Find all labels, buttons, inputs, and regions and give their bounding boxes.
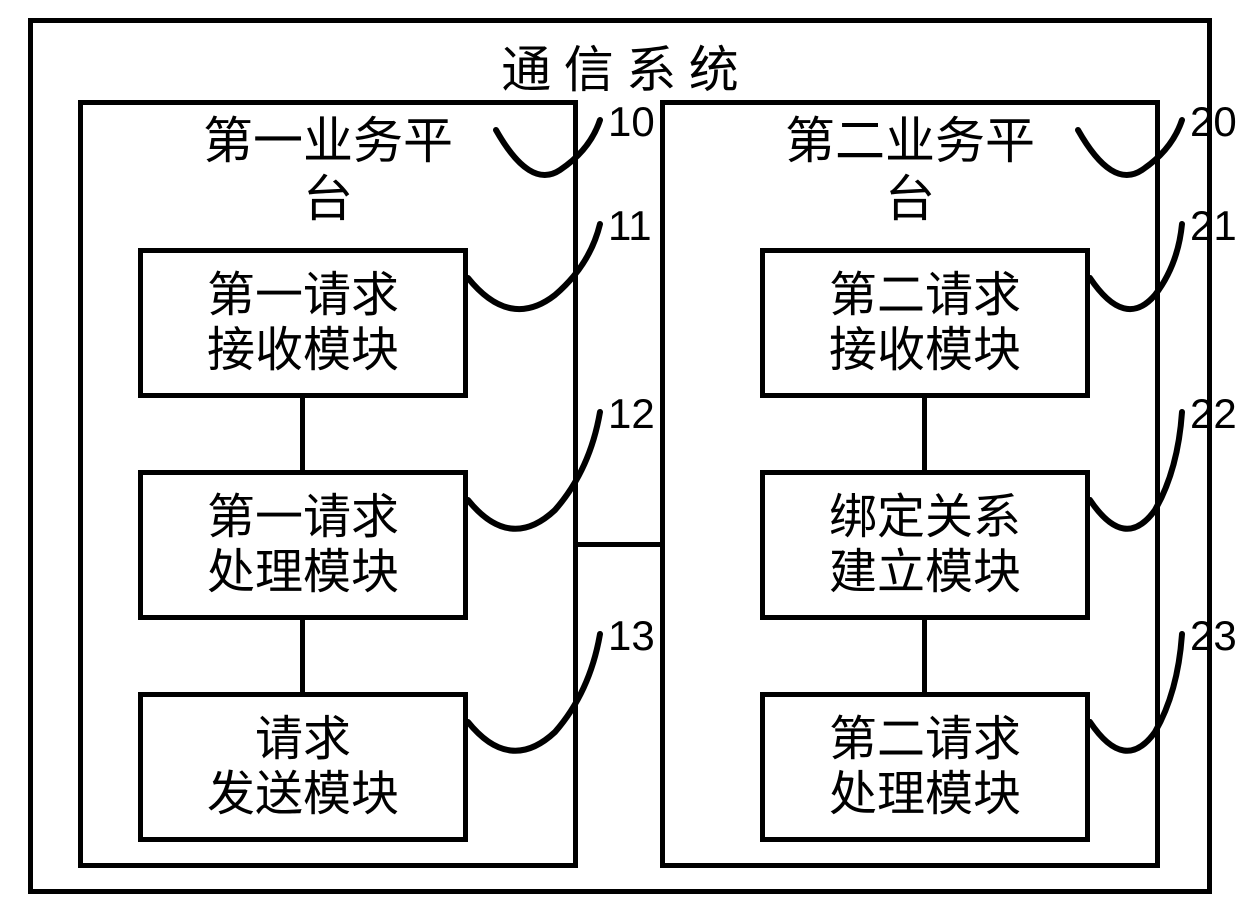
leadline-23 [0, 0, 1240, 911]
